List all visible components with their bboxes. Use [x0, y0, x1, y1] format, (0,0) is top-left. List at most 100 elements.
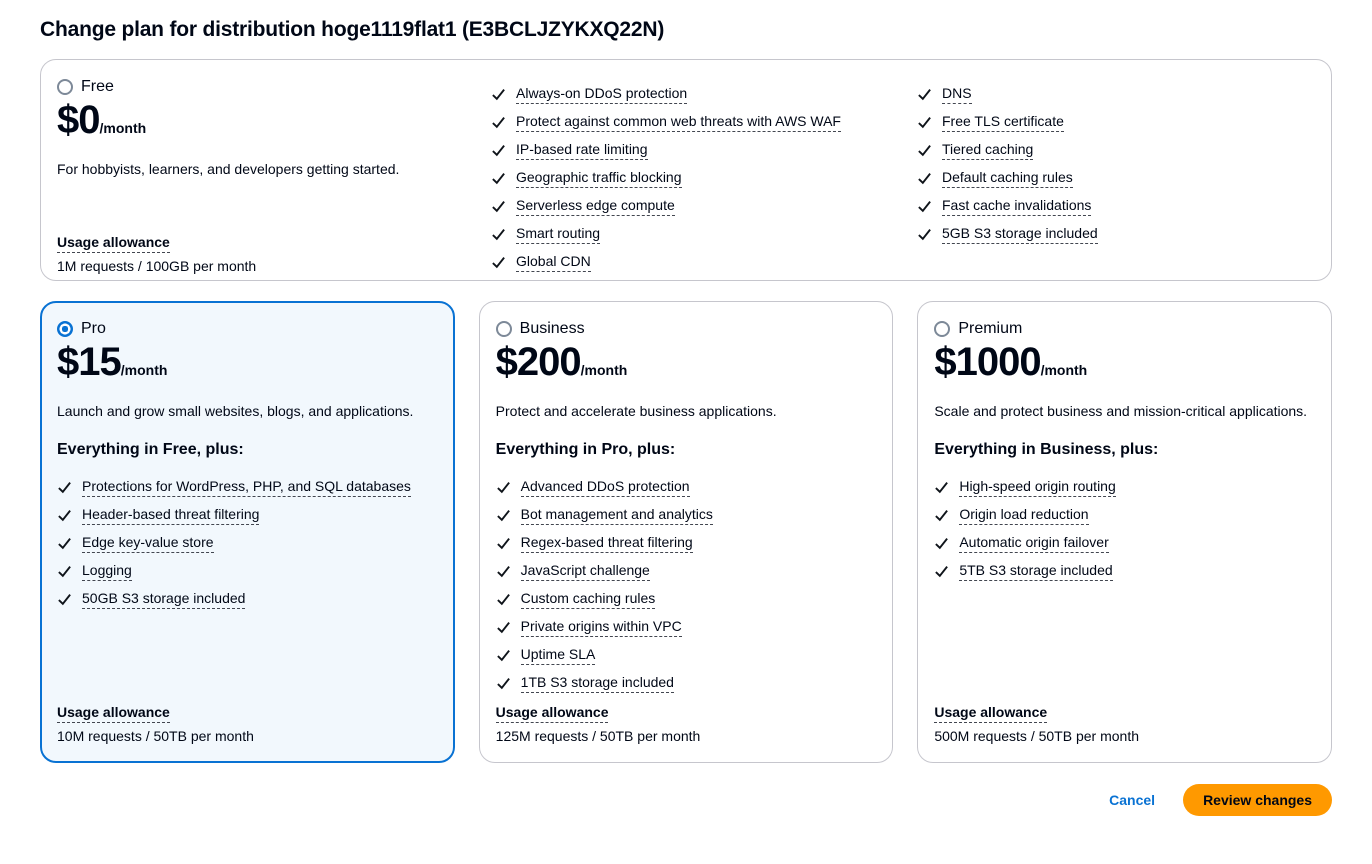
feature-link[interactable]: Edge key-value store	[82, 533, 214, 553]
feature-link[interactable]: IP-based rate limiting	[516, 140, 648, 160]
free-features-col1: Always-on DDoS protection Protect agains…	[491, 80, 917, 276]
check-icon	[496, 593, 510, 605]
feature-item: High-speed origin routing	[934, 473, 1315, 501]
pro-plan-usage-value: 10M requests / 50TB per month	[57, 728, 254, 744]
premium-plan-radio[interactable]	[934, 321, 951, 337]
check-icon	[496, 621, 510, 633]
feature-item: Edge key-value store	[57, 529, 438, 557]
pro-features-title: Everything in Free, plus:	[57, 441, 244, 458]
pro-features: Protections for WordPress, PHP, and SQL …	[57, 473, 438, 613]
premium-features: High-speed origin routing Origin load re…	[934, 473, 1315, 585]
feature-link[interactable]: Global CDN	[516, 252, 591, 272]
pro-plan-price-line: $15 /month	[57, 340, 438, 385]
feature-link[interactable]: JavaScript challenge	[520, 561, 650, 581]
feature-link[interactable]: Fast cache invalidations	[942, 196, 1092, 216]
free-plan-radio[interactable]	[57, 79, 73, 95]
feature-link[interactable]: Free TLS certificate	[942, 112, 1064, 132]
feature-link[interactable]: Protections for WordPress, PHP, and SQL …	[82, 477, 411, 497]
feature-item: 50GB S3 storage included	[57, 585, 438, 613]
feature-link[interactable]: Default caching rules	[942, 168, 1073, 188]
feature-link[interactable]: Geographic traffic blocking	[516, 168, 682, 188]
feature-link[interactable]: Uptime SLA	[520, 645, 596, 665]
plan-card-premium[interactable]: Premium $1000 /month Scale and protect b…	[917, 301, 1332, 763]
paid-plans-row: Pro $15 /month Launch and grow small web…	[40, 301, 1332, 763]
free-features-col2: DNS Free TLS certificate Tiered caching	[917, 80, 1315, 276]
usage-allowance-label[interactable]: Usage allowance	[934, 704, 1048, 723]
feature-item: Smart routing	[491, 220, 917, 248]
footer-actions: Cancel Review changes	[40, 784, 1332, 816]
feature-item: 1TB S3 storage included	[496, 669, 877, 697]
feature-item: JavaScript challenge	[496, 557, 877, 585]
plan-card-pro[interactable]: Pro $15 /month Launch and grow small web…	[40, 301, 455, 763]
business-plan-usage: Usage allowance 125M requests / 50TB per…	[495, 704, 877, 746]
feature-link[interactable]: 5GB S3 storage included	[942, 224, 1098, 244]
check-icon	[935, 537, 949, 549]
feature-link[interactable]: Bot management and analytics	[520, 505, 713, 525]
business-features: Advanced DDoS protection Bot management …	[496, 473, 877, 697]
page-title: Change plan for distribution hoge1119fla…	[40, 18, 665, 41]
feature-link[interactable]: Origin load reduction	[959, 505, 1089, 525]
business-features-title: Everything in Pro, plus:	[495, 441, 676, 458]
check-icon	[492, 256, 505, 268]
business-plan-usage-value: 125M requests / 50TB per month	[495, 728, 701, 744]
feature-link[interactable]: 5TB S3 storage included	[959, 561, 1113, 581]
check-icon	[492, 144, 505, 156]
feature-link[interactable]: Tiered caching	[942, 140, 1034, 160]
pro-plan-name: Pro	[81, 320, 106, 337]
premium-plan-description: Scale and protect business and mission-c…	[934, 403, 1308, 419]
pro-plan-price: $15	[57, 340, 122, 384]
feature-link[interactable]: 1TB S3 storage included	[520, 673, 674, 693]
feature-link[interactable]: Advanced DDoS protection	[520, 477, 690, 497]
feature-item: DNS	[917, 80, 1315, 108]
feature-item: Regex-based threat filtering	[496, 529, 877, 557]
feature-link[interactable]: Regex-based threat filtering	[520, 533, 693, 553]
feature-link[interactable]: Smart routing	[516, 224, 601, 244]
review-changes-button[interactable]: Review changes	[1183, 784, 1332, 816]
feature-link[interactable]: Serverless edge compute	[516, 196, 675, 216]
feature-link[interactable]: Protect against common web threats with …	[516, 112, 841, 132]
business-plan-period: /month	[580, 362, 628, 378]
check-icon	[918, 144, 931, 156]
premium-plan-usage: Usage allowance 500M requests / 50TB per…	[934, 704, 1315, 746]
feature-link[interactable]: High-speed origin routing	[959, 477, 1116, 497]
usage-allowance-label[interactable]: Usage allowance	[495, 704, 609, 723]
plan-card-business[interactable]: Business $200 /month Protect and acceler…	[478, 301, 894, 763]
business-plan-radio[interactable]	[495, 321, 512, 337]
usage-allowance-label[interactable]: Usage allowance	[57, 234, 170, 253]
feature-item: Serverless edge compute	[491, 192, 917, 220]
feature-item: Free TLS certificate	[917, 108, 1315, 136]
check-icon	[496, 481, 510, 493]
plan-card-free[interactable]: Free $0 /month For hobbyists, learners, …	[40, 59, 1332, 281]
check-icon	[58, 537, 71, 549]
usage-allowance-label[interactable]: Usage allowance	[57, 704, 170, 723]
check-icon	[935, 565, 949, 577]
feature-link[interactable]: Private origins within VPC	[520, 617, 682, 637]
feature-link[interactable]: Automatic origin failover	[959, 533, 1109, 553]
feature-item: Protect against common web threats with …	[491, 108, 917, 136]
business-plan-name: Business	[519, 320, 585, 337]
feature-link[interactable]: 50GB S3 storage included	[82, 589, 246, 609]
check-icon	[496, 677, 510, 689]
feature-link[interactable]: Custom caching rules	[520, 589, 656, 609]
feature-link[interactable]: Header-based threat filtering	[82, 505, 260, 525]
feature-link[interactable]: Always-on DDoS protection	[516, 84, 688, 104]
premium-plan-price-line: $1000 /month	[934, 340, 1315, 385]
feature-item: Global CDN	[491, 248, 917, 276]
check-icon	[492, 116, 505, 128]
feature-link[interactable]: DNS	[942, 84, 972, 104]
check-icon	[918, 116, 931, 128]
free-plan-usage: Usage allowance 1M requests / 100GB per …	[57, 234, 491, 276]
free-plan-usage-value: 1M requests / 100GB per month	[57, 258, 257, 274]
check-icon	[496, 509, 510, 521]
business-plan-price-line: $200 /month	[496, 340, 877, 385]
premium-plan-name: Premium	[958, 320, 1023, 337]
feature-link[interactable]: Logging	[82, 561, 132, 581]
business-plan-description: Protect and accelerate business applicat…	[495, 403, 777, 419]
cancel-button[interactable]: Cancel	[1109, 792, 1156, 808]
feature-item: Bot management and analytics	[496, 501, 877, 529]
check-icon	[496, 565, 510, 577]
premium-plan-price: $1000	[934, 340, 1041, 384]
feature-item: Origin load reduction	[934, 501, 1315, 529]
check-icon	[58, 481, 71, 493]
pro-plan-radio[interactable]	[57, 321, 73, 337]
